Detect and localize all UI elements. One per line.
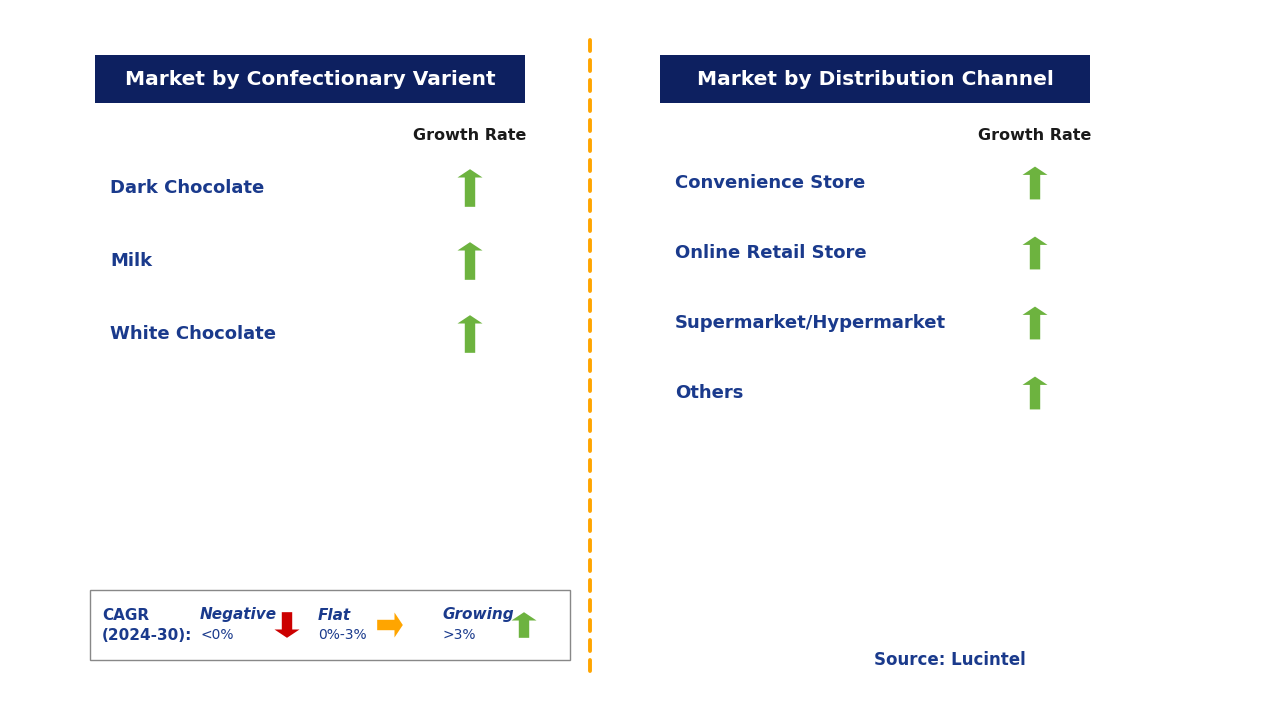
Text: Growth Rate: Growth Rate [978, 127, 1092, 143]
Text: Growing: Growing [442, 608, 513, 623]
Text: 0%-3%: 0%-3% [317, 628, 366, 642]
Text: Growth Rate: Growth Rate [413, 127, 526, 143]
Text: Dark Chocolate: Dark Chocolate [110, 179, 264, 197]
Text: (2024-30):: (2024-30): [102, 628, 192, 642]
Text: Milk: Milk [110, 252, 152, 270]
Text: Convenience Store: Convenience Store [675, 174, 865, 192]
Text: Online Retail Store: Online Retail Store [675, 244, 867, 262]
Text: Supermarket/Hypermarket: Supermarket/Hypermarket [675, 314, 946, 332]
Text: Others: Others [675, 384, 744, 402]
Text: <0%: <0% [200, 628, 233, 642]
Text: Flat: Flat [317, 608, 351, 623]
FancyBboxPatch shape [90, 590, 570, 660]
Text: Market by Confectionary Varient: Market by Confectionary Varient [124, 70, 495, 89]
Text: CAGR: CAGR [102, 608, 150, 623]
FancyBboxPatch shape [660, 55, 1091, 103]
Text: Source: Lucintel: Source: Lucintel [874, 651, 1025, 669]
Text: Negative: Negative [200, 608, 278, 623]
Text: Market by Distribution Channel: Market by Distribution Channel [696, 70, 1053, 89]
FancyBboxPatch shape [95, 55, 525, 103]
Text: White Chocolate: White Chocolate [110, 325, 276, 343]
Text: >3%: >3% [442, 628, 475, 642]
